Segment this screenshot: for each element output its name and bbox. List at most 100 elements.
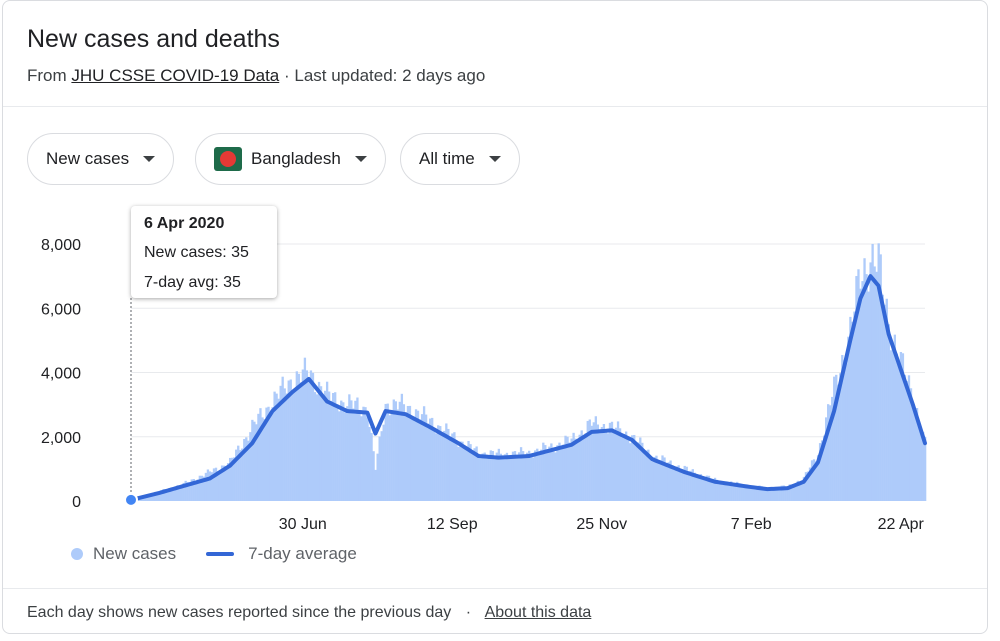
new-cases-bar: [855, 276, 858, 501]
new-cases-bar: [477, 453, 480, 501]
new-cases-bar: [756, 487, 759, 501]
new-cases-bar: [719, 481, 723, 501]
new-cases-bar: [491, 450, 494, 501]
country-dropdown[interactable]: Bangladesh: [195, 133, 386, 185]
new-cases-bar: [241, 448, 244, 501]
footer: Each day shows new cases reported since …: [27, 604, 591, 622]
new-cases-bar: [457, 446, 460, 501]
new-cases-bar: [794, 483, 798, 501]
new-cases-bar: [681, 469, 684, 501]
new-cases-bar: [489, 450, 492, 501]
new-cases-bar: [744, 484, 747, 501]
chart-tooltip: 6 Apr 2020 New cases: 35 7-day avg: 35: [131, 206, 277, 298]
new-cases-bar: [186, 482, 189, 501]
new-cases-bar: [705, 475, 709, 501]
new-cases-bar: [176, 485, 179, 501]
source-link[interactable]: JHU CSSE COVID-19 Data: [71, 66, 280, 85]
new-cases-bar: [893, 334, 897, 501]
new-cases-bar: [562, 444, 565, 501]
new-cases-bar: [871, 243, 874, 501]
new-cases-bar: [746, 486, 749, 501]
new-cases-bar: [222, 465, 226, 501]
new-cases-bar: [905, 380, 909, 501]
new-cases-bar: [786, 486, 789, 501]
x-tick-label: 12 Sep: [427, 516, 478, 533]
new-cases-bar: [536, 448, 539, 501]
new-cases-bar: [683, 465, 686, 501]
new-cases-bar: [798, 481, 802, 501]
y-tick-label: 0: [72, 494, 81, 511]
new-cases-bar: [554, 452, 557, 501]
new-cases-bar: [853, 311, 856, 501]
hover-point: [124, 492, 138, 507]
x-tick-label: 30 Jun: [279, 516, 327, 533]
new-cases-bar: [461, 441, 464, 501]
new-cases-bar: [752, 485, 755, 501]
new-cases-bar: [895, 353, 899, 501]
new-cases-bar: [841, 354, 844, 501]
new-cases-bar: [398, 401, 402, 501]
new-cases-bar: [723, 483, 727, 501]
metric-dropdown[interactable]: New cases: [27, 133, 175, 185]
new-cases-bar: [568, 442, 571, 501]
new-cases-bar: [766, 487, 769, 501]
new-cases-bar: [530, 456, 533, 501]
new-cases-bar: [800, 481, 804, 501]
new-cases-bar: [388, 415, 391, 501]
time-range-dropdown[interactable]: All time: [400, 133, 520, 185]
new-cases-bar: [550, 443, 553, 501]
new-cases-bar: [402, 404, 406, 501]
new-cases-bar: [251, 419, 254, 501]
cases-chart[interactable]: 0 2,000 4,000 6,000 8,000 30 Jun 12 Sep 25 Nov 7…: [3, 1, 989, 541]
new-cases-bar: [622, 433, 626, 501]
new-cases-bar: [661, 455, 664, 501]
new-cases-bar: [404, 412, 408, 501]
new-cases-bar: [263, 419, 266, 501]
new-cases-bar: [287, 380, 290, 501]
new-cases-bar: [269, 415, 272, 501]
new-cases-bar: [192, 479, 195, 501]
new-cases-bar: [616, 421, 620, 501]
new-cases-bar: [332, 392, 335, 501]
footer-note: Each day shows new cases reported since …: [27, 604, 452, 621]
new-cases-bar: [663, 457, 666, 501]
new-cases-bar: [889, 350, 892, 501]
y-tick-label: 6,000: [41, 301, 81, 318]
x-tick-label: 22 Apr: [878, 516, 925, 533]
new-cases-bar: [818, 443, 822, 501]
new-cases-bar: [214, 467, 218, 501]
new-cases-bar: [837, 384, 840, 501]
new-cases-bar: [301, 369, 305, 501]
new-cases-bar: [523, 456, 527, 501]
source-prefix: From: [27, 66, 67, 85]
about-data-link[interactable]: About this data: [484, 604, 592, 621]
axis-labels: 0 2,000 4,000 6,000 8,000 30 Jun 12 Sep 25 Nov 7…: [41, 237, 925, 533]
new-cases-bar: [257, 413, 260, 501]
new-cases-bar: [437, 425, 440, 501]
new-cases-bar: [259, 408, 262, 501]
new-cases-bar: [725, 484, 729, 501]
new-cases-bar: [505, 452, 509, 501]
new-cases-bar: [253, 421, 256, 501]
new-cases-bar: [843, 360, 846, 501]
new-cases-bar: [475, 446, 478, 501]
new-cases-bar: [513, 451, 517, 501]
new-cases-bar: [216, 471, 220, 501]
new-cases-bar: [602, 424, 606, 501]
new-cases-bar: [188, 482, 191, 501]
new-cases-bar: [231, 457, 234, 501]
new-cases-bar: [538, 452, 541, 501]
new-cases-bar: [637, 442, 640, 501]
new-cases-bar: [170, 487, 173, 501]
new-cases-bar: [865, 274, 868, 501]
new-cases-bar: [857, 269, 860, 501]
new-cases-bar: [321, 398, 325, 501]
new-cases-bar: [913, 408, 917, 501]
new-cases-bar: [822, 435, 826, 501]
new-cases-bars: [129, 243, 927, 501]
new-cases-bar: [261, 417, 264, 501]
new-cases-bar: [370, 432, 373, 501]
new-cases-bar: [869, 262, 872, 501]
new-cases-bar: [877, 243, 880, 501]
new-cases-bar: [685, 466, 688, 501]
